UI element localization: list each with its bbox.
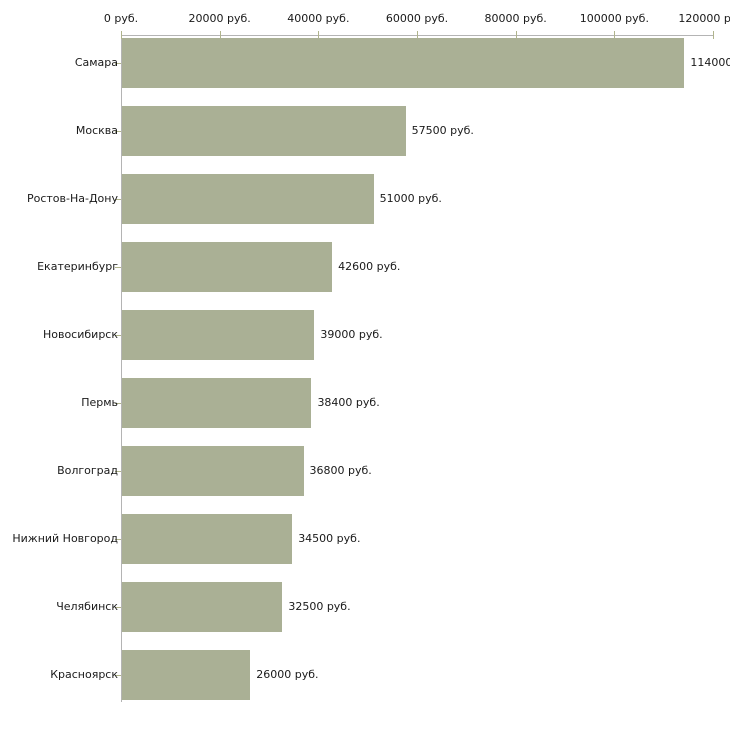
x-tick — [417, 31, 418, 39]
bar-value-label: 51000 руб. — [379, 192, 442, 205]
bar-value-label: 42600 руб. — [338, 260, 401, 273]
y-axis-line — [121, 35, 122, 702]
y-tick — [115, 539, 121, 540]
bar[interactable] — [122, 242, 333, 292]
bar[interactable] — [122, 378, 312, 428]
bar[interactable] — [122, 514, 293, 564]
y-tick — [115, 63, 121, 64]
category-label: Новосибирск — [42, 328, 118, 341]
x-tick-label: 120000 руб. — [678, 12, 730, 25]
y-tick — [115, 471, 121, 472]
y-tick — [115, 199, 121, 200]
x-tick-label: 80000 руб. — [484, 12, 547, 25]
bar[interactable] — [122, 650, 251, 700]
x-tick-label: 20000 руб. — [188, 12, 251, 25]
x-tick-label: 0 руб. — [103, 12, 139, 25]
x-tick-label: 100000 руб. — [579, 12, 649, 25]
bar-value-label: 26000 руб. — [256, 668, 319, 681]
x-tick-label: 40000 руб. — [287, 12, 350, 25]
category-label: Москва — [75, 124, 118, 137]
bar[interactable] — [122, 310, 315, 360]
bar-value-label: 32500 руб. — [288, 600, 351, 613]
bar[interactable] — [122, 174, 374, 224]
category-label: Нижний Новгород — [12, 532, 118, 545]
category-label: Волгоград — [57, 464, 118, 477]
bar-value-label: 57500 руб. — [411, 124, 474, 137]
category-label: Пермь — [81, 396, 118, 409]
category-label: Екатеринбург — [37, 260, 118, 273]
y-tick — [115, 403, 121, 404]
y-tick — [115, 131, 121, 132]
y-tick — [115, 675, 121, 676]
y-tick — [115, 267, 121, 268]
bar[interactable] — [122, 582, 283, 632]
bar-value-label: 114000 руб. — [690, 56, 730, 69]
bar[interactable] — [122, 106, 406, 156]
bar-value-label: 38400 руб. — [317, 396, 380, 409]
category-label: Самара — [74, 56, 118, 69]
category-label: Челябинск — [56, 600, 118, 613]
x-tick — [318, 31, 320, 39]
y-tick — [115, 335, 121, 336]
bar-value-label: 36800 руб. — [309, 464, 372, 477]
category-label: Красноярск — [50, 668, 118, 681]
y-tick — [115, 607, 121, 608]
bar-value-label: 39000 руб. — [320, 328, 383, 341]
x-tick-label: 60000 руб. — [385, 12, 449, 25]
x-tick — [121, 31, 122, 39]
bar[interactable] — [122, 38, 685, 88]
category-label: Ростов-На-Дону — [26, 192, 118, 205]
x-tick — [515, 31, 517, 39]
x-tick — [614, 31, 616, 39]
bar[interactable] — [122, 446, 304, 496]
x-tick — [713, 31, 714, 39]
bar-value-label: 34500 руб. — [298, 532, 361, 545]
x-tick — [219, 31, 221, 39]
